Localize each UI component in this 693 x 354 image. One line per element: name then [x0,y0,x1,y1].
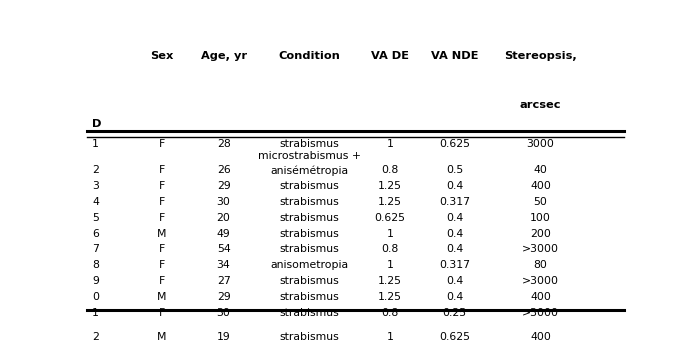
Text: VA NDE: VA NDE [431,51,478,61]
Text: >3000: >3000 [522,308,559,318]
Text: 1.25: 1.25 [378,276,402,286]
Text: 49: 49 [217,229,231,239]
Text: 0.4: 0.4 [446,229,463,239]
Text: 1: 1 [387,229,394,239]
Text: 50: 50 [534,197,547,207]
Text: strabismus: strabismus [280,276,340,286]
Text: VA DE: VA DE [371,51,409,61]
Text: 30: 30 [217,197,231,207]
Text: 26: 26 [217,165,231,175]
Text: 0.4: 0.4 [446,181,463,191]
Text: 0: 0 [92,292,99,302]
Text: strabismus: strabismus [280,229,340,239]
Text: 0.4: 0.4 [446,276,463,286]
Text: 1: 1 [92,139,99,149]
Text: Stereopsis,: Stereopsis, [504,51,577,61]
Text: Age, yr: Age, yr [200,51,247,61]
Text: 54: 54 [217,244,231,255]
Text: >3000: >3000 [522,276,559,286]
Text: 2: 2 [92,332,99,342]
Text: F: F [159,139,165,149]
Text: 1: 1 [92,308,99,318]
Text: 0.5: 0.5 [446,165,463,175]
Text: 400: 400 [530,181,551,191]
Text: 1.25: 1.25 [378,292,402,302]
Text: anisometropia: anisometropia [270,260,349,270]
Text: 1.25: 1.25 [378,181,402,191]
Text: 3: 3 [92,181,99,191]
Text: 2: 2 [92,165,99,175]
Text: Sex: Sex [150,51,173,61]
Text: 0.8: 0.8 [381,165,398,175]
Text: 0.625: 0.625 [375,213,405,223]
Text: 0.625: 0.625 [439,332,470,342]
Text: strabismus: strabismus [280,181,340,191]
Text: 30: 30 [217,308,231,318]
Text: arcsec: arcsec [520,100,561,110]
Text: F: F [159,244,165,255]
Text: M: M [157,229,166,239]
Text: F: F [159,308,165,318]
Text: Condition: Condition [279,51,340,61]
Text: strabismus: strabismus [280,244,340,255]
Text: 0.317: 0.317 [439,197,470,207]
Text: 1.25: 1.25 [378,197,402,207]
Text: 0.4: 0.4 [446,213,463,223]
Text: 34: 34 [217,260,231,270]
Text: 1: 1 [387,139,394,149]
Text: 8: 8 [92,260,99,270]
Text: 0.8: 0.8 [381,308,398,318]
Text: 29: 29 [217,292,231,302]
Text: 0.625: 0.625 [439,139,470,149]
Text: strabismus: strabismus [280,332,340,342]
Text: 20: 20 [217,213,231,223]
Text: 3000: 3000 [527,139,554,149]
Text: 200: 200 [530,229,551,239]
Text: D: D [92,119,101,129]
Text: F: F [159,260,165,270]
Text: 0.4: 0.4 [446,244,463,255]
Text: microstrabismus +: microstrabismus + [258,151,361,161]
Text: 400: 400 [530,292,551,302]
Text: strabismus: strabismus [280,213,340,223]
Text: 27: 27 [217,276,231,286]
Text: F: F [159,181,165,191]
Text: 5: 5 [92,213,99,223]
Text: 7: 7 [92,244,99,255]
Text: 0.317: 0.317 [439,260,470,270]
Text: strabismus: strabismus [280,197,340,207]
Text: F: F [159,197,165,207]
Text: 1: 1 [387,332,394,342]
Text: 100: 100 [530,213,551,223]
Text: 80: 80 [534,260,547,270]
Text: F: F [159,276,165,286]
Text: F: F [159,213,165,223]
Text: 4: 4 [92,197,99,207]
Text: 0.4: 0.4 [446,292,463,302]
Text: strabismus: strabismus [280,139,340,149]
Text: M: M [157,292,166,302]
Text: 6: 6 [92,229,99,239]
Text: anisémétropia: anisémétropia [270,165,349,176]
Text: 400: 400 [530,332,551,342]
Text: 29: 29 [217,181,231,191]
Text: >3000: >3000 [522,244,559,255]
Text: 9: 9 [92,276,99,286]
Text: 40: 40 [534,165,547,175]
Text: strabismus: strabismus [280,292,340,302]
Text: F: F [159,165,165,175]
Text: M: M [157,332,166,342]
Text: 0.25: 0.25 [442,308,466,318]
Text: strabismus: strabismus [280,308,340,318]
Text: 19: 19 [217,332,231,342]
Text: 28: 28 [217,139,231,149]
Text: 1: 1 [387,260,394,270]
Text: 0.8: 0.8 [381,244,398,255]
